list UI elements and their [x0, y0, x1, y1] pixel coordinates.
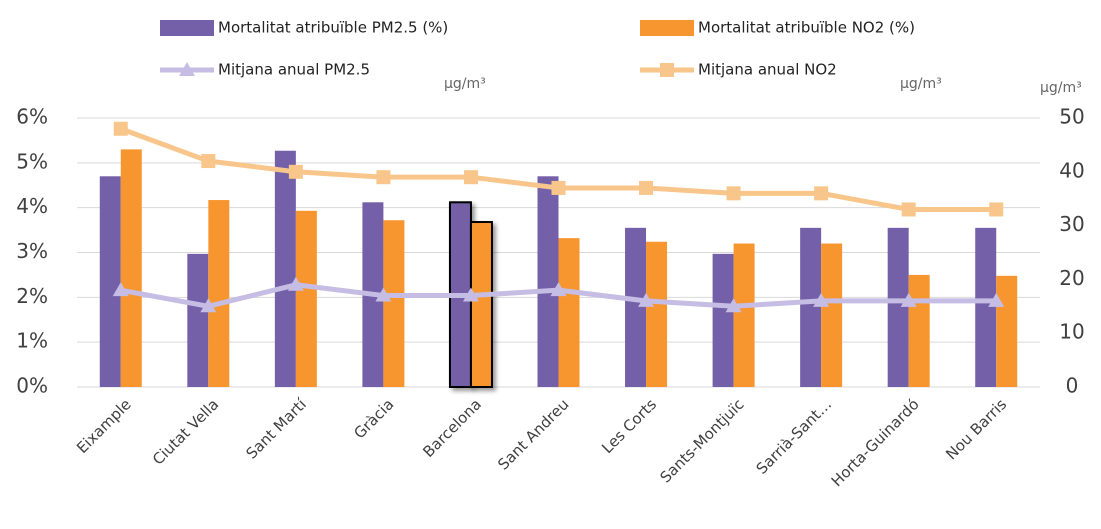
marker — [463, 170, 478, 185]
bar — [558, 238, 580, 387]
x-tick-label: Sarrià-Sant… — [753, 395, 835, 477]
bar — [469, 221, 493, 388]
x-tick-label: Eixample — [73, 395, 135, 457]
y2-tick-label: 0 — [1066, 374, 1079, 398]
legend-label: Mortalitat atribuïble PM2.5 (%) — [218, 19, 448, 37]
marker — [901, 202, 916, 217]
bar — [712, 253, 734, 387]
bar — [908, 274, 930, 387]
bar — [733, 243, 755, 387]
bar — [975, 227, 997, 387]
y-tick-label: 3% — [16, 239, 48, 263]
y-tick-label: 2% — [16, 284, 48, 308]
bar — [295, 210, 317, 387]
marker — [725, 298, 742, 313]
bar — [996, 275, 1018, 387]
bar — [383, 220, 405, 387]
legend-item: Mitjana anual PM2.5 — [160, 61, 370, 79]
y-tick-label: 6% — [16, 105, 48, 129]
bar — [821, 243, 843, 387]
marker — [726, 186, 741, 201]
marker — [179, 62, 195, 76]
bar — [646, 241, 668, 387]
marker — [376, 170, 391, 185]
marker — [551, 180, 566, 195]
x-tick-label: Nou Barris — [942, 395, 1010, 463]
unit-label: µg/m³ — [444, 76, 486, 92]
bar — [120, 149, 142, 387]
x-tick-label: Horta-Guinardó — [828, 395, 923, 490]
x-tick-label: Barcelona — [419, 395, 485, 461]
bar — [274, 150, 296, 387]
legend-label: Mitjana anual NO2 — [698, 61, 837, 79]
marker — [813, 292, 830, 307]
y2-tick-label: 30 — [1059, 212, 1084, 236]
y-tick-label: 1% — [16, 329, 48, 353]
y2-tick-label: 50 — [1059, 105, 1084, 129]
legend-swatch — [160, 20, 214, 36]
marker — [462, 287, 479, 302]
marker — [287, 276, 304, 291]
x-tick-label: Ciutat Vella — [149, 395, 222, 468]
marker — [200, 298, 217, 313]
legend-item: Mitjana anual NO2 — [640, 61, 837, 79]
bar — [887, 227, 909, 387]
x-tick-label: Sants-Montjuïc — [656, 395, 747, 486]
marker — [814, 186, 829, 201]
x-tick-label: Les Corts — [598, 395, 660, 457]
bar — [537, 176, 559, 387]
bar — [208, 200, 230, 387]
y2-tick-label: 10 — [1059, 320, 1084, 344]
unit-label: µg/m³ — [900, 76, 942, 92]
legend-item: Mortalitat atribuïble NO2 (%) — [640, 19, 915, 37]
y2-tick-label: 20 — [1059, 266, 1084, 290]
marker — [639, 180, 654, 195]
bar — [625, 227, 647, 387]
unit-label: µg/m³ — [1040, 80, 1082, 96]
marker — [660, 63, 674, 77]
marker — [112, 282, 129, 297]
legend-label: Mortalitat atribuïble NO2 (%) — [698, 19, 915, 37]
marker — [900, 292, 917, 307]
x-tick-label: Sant Andreu — [494, 395, 572, 473]
legend-swatch — [640, 20, 694, 36]
y-tick-label: 5% — [16, 149, 48, 173]
y-tick-label: 4% — [16, 194, 48, 218]
marker — [638, 292, 655, 307]
y2-tick-label: 40 — [1059, 158, 1084, 182]
marker — [288, 164, 303, 179]
x-tick-label: Sant Martí — [243, 395, 311, 463]
marker — [989, 202, 1004, 217]
marker — [113, 121, 128, 136]
y-tick-label: 0% — [16, 374, 48, 398]
x-tick-label: Gràcia — [350, 395, 397, 442]
marker — [550, 282, 567, 297]
legend-label: Mitjana anual PM2.5 — [218, 61, 370, 79]
marker — [201, 154, 216, 169]
bar — [99, 176, 121, 387]
legend-item: Mortalitat atribuïble PM2.5 (%) — [160, 19, 448, 37]
bar — [800, 227, 822, 387]
bar — [187, 253, 209, 387]
marker — [988, 292, 1005, 307]
marker — [375, 287, 392, 302]
